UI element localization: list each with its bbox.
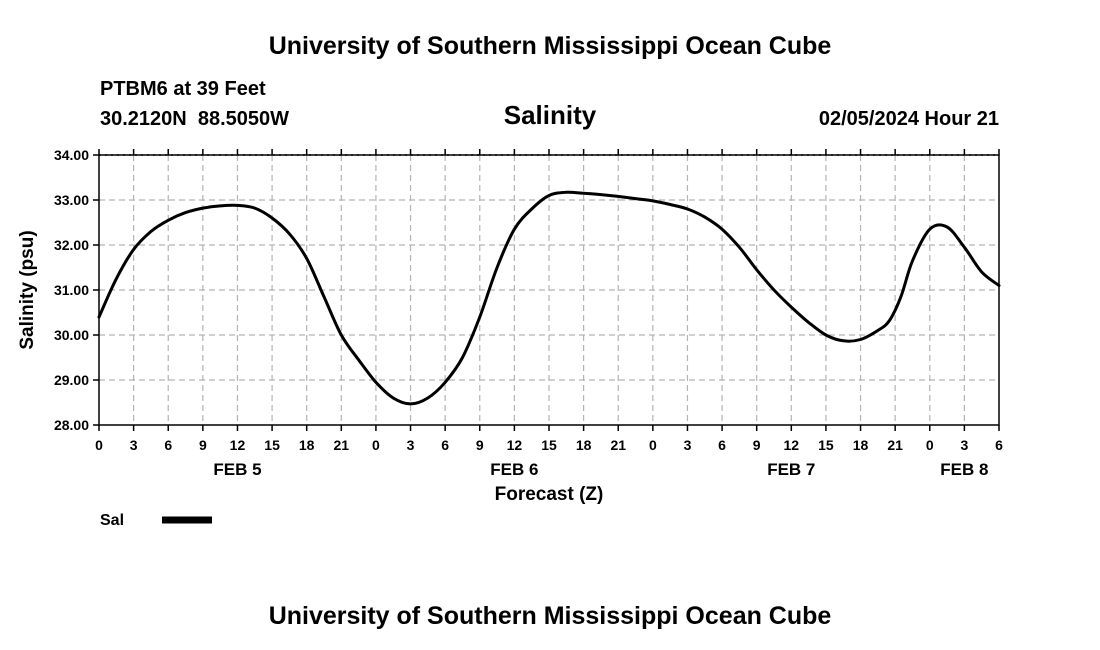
x-tick-label: 18 — [299, 437, 315, 453]
x-tick-label: 15 — [818, 437, 834, 453]
day-label: FEB 6 — [490, 460, 538, 479]
x-tick-label: 21 — [334, 437, 350, 453]
day-labels: FEB 5 FEB 6 FEB 7 FEB 8 — [213, 460, 988, 479]
x-tick-label: 0 — [372, 437, 380, 453]
x-tick-label: 21 — [610, 437, 626, 453]
x-tick-label: 18 — [576, 437, 592, 453]
legend: Sal — [100, 512, 212, 529]
x-tick-label: 6 — [718, 437, 726, 453]
x-tick-label: 0 — [926, 437, 934, 453]
top-title: University of Southern Mississippi Ocean… — [269, 32, 832, 60]
axis-ticks — [93, 149, 1000, 431]
y-tick-label: 30.00 — [54, 327, 89, 343]
x-tick-label: 18 — [853, 437, 869, 453]
x-tick-labels: 0 3 6 9 12 15 18 21 0 3 6 9 12 15 18 21 0 3 6 9 12 15 18 21 0 3 6 — [95, 437, 1003, 453]
x-tick-label: 15 — [264, 437, 280, 453]
y-tick-label: 31.00 — [54, 282, 89, 298]
x-tick-label: 6 — [995, 437, 1003, 453]
x-tick-label: 12 — [507, 437, 523, 453]
x-tick-label: 9 — [476, 437, 484, 453]
x-tick-label: 0 — [95, 437, 103, 453]
x-tick-label: 3 — [960, 437, 968, 453]
station-label: PTBM6 at 39 Feet — [100, 78, 266, 100]
x-tick-label: 3 — [130, 437, 138, 453]
day-label: FEB 5 — [213, 460, 261, 479]
x-tick-label: 9 — [753, 437, 761, 453]
legend-label: Sal — [100, 512, 124, 529]
datetime-label: 02/05/2024 Hour 21 — [819, 108, 999, 130]
y-tick-labels: 28.00 29.00 30.00 31.00 32.00 33.00 34.00 — [54, 147, 89, 433]
x-tick-label: 12 — [784, 437, 800, 453]
salinity-series-line — [97, 190, 1001, 406]
chart-title: Salinity — [504, 100, 597, 130]
y-tick-label: 33.00 — [54, 192, 89, 208]
x-tick-label: 3 — [684, 437, 692, 453]
day-label: FEB 7 — [767, 460, 815, 479]
x-tick-label: 3 — [407, 437, 415, 453]
coordinates-label: 30.2120N 88.5050W — [100, 108, 289, 130]
bottom-title: University of Southern Mississippi Ocean… — [269, 602, 832, 630]
day-label: FEB 8 — [940, 460, 988, 479]
x-tick-label: 0 — [649, 437, 657, 453]
y-tick-label: 28.00 — [54, 417, 89, 433]
x-tick-label: 6 — [441, 437, 449, 453]
y-tick-label: 29.00 — [54, 372, 89, 388]
y-tick-label: 32.00 — [54, 237, 89, 253]
y-tick-label: 34.00 — [54, 147, 89, 163]
x-tick-label: 9 — [199, 437, 207, 453]
y-axis-label: Salinity (psu) — [17, 230, 38, 349]
x-tick-label: 15 — [541, 437, 557, 453]
x-tick-label: 21 — [887, 437, 903, 453]
x-tick-label: 12 — [230, 437, 246, 453]
x-tick-label: 6 — [164, 437, 172, 453]
x-axis-label: Forecast (Z) — [495, 484, 604, 505]
